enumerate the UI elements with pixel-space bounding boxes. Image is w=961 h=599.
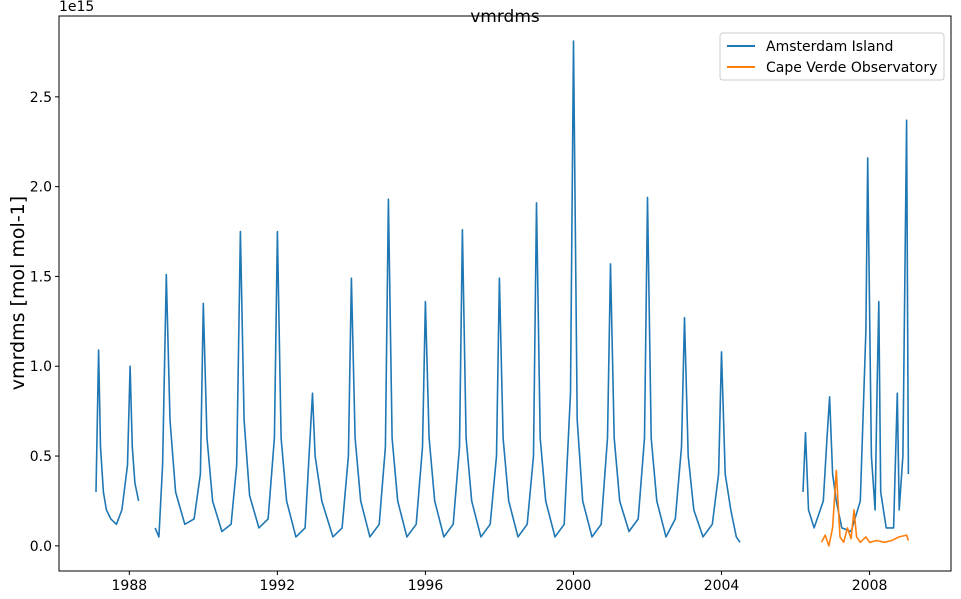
y-tick-label: 1.0 [30,359,52,375]
y-tick-label: 0.0 [30,539,52,555]
axes [58,15,952,572]
x-tick-label: 1996 [408,578,444,594]
series-line-amsterdam-island-segment-0 [95,349,140,526]
series-line-amsterdam-island-segment-2 [802,119,910,533]
y-tick-label: 2.0 [30,180,52,196]
series-line-cape-verde-observatory-segment-0 [820,469,910,547]
x-tick-label: 1992 [260,578,296,594]
chart-title: vmrdms [470,7,540,27]
legend: Amsterdam Island Cape Verde Observatory [719,32,945,81]
y-axis-ticks: 0.0 0.5 1.0 1.5 2.0 2.5 [30,90,59,555]
legend-label-cape-verde-observatory: Cape Verde Observatory [766,60,937,76]
y-offset-label: 1e15 [59,0,94,15]
x-axis-ticks: 1988 1992 1996 2000 2004 2008 [112,571,888,594]
x-tick-label: 1988 [112,578,148,594]
x-tick-label: 2000 [556,578,592,594]
x-tick-label: 2008 [852,578,888,594]
y-tick-label: 2.5 [30,90,52,106]
y-tick-label: 0.5 [30,449,52,465]
y-axis-label: vmrdms [mol mol-1] [7,196,29,390]
plot-area [95,40,910,547]
series-line-amsterdam-island-segment-1 [154,40,741,543]
legend-box [719,32,945,81]
x-tick-label: 2004 [704,578,740,594]
y-tick-label: 1.5 [30,269,52,285]
axes-frame [58,15,952,572]
legend-label-amsterdam-island: Amsterdam Island [766,39,893,55]
